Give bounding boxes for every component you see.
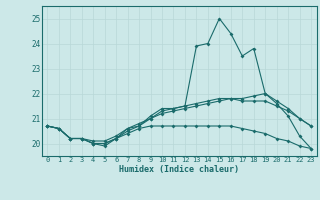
X-axis label: Humidex (Indice chaleur): Humidex (Indice chaleur) [119, 165, 239, 174]
